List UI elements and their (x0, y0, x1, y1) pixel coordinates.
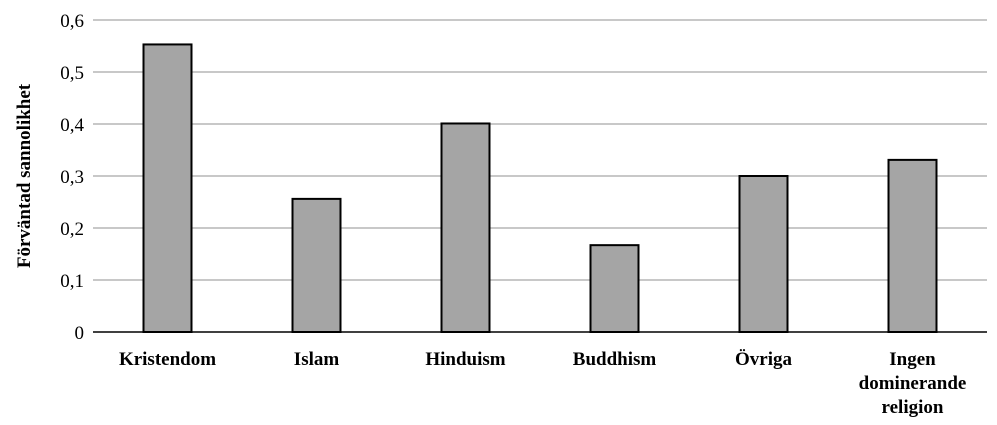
bar (291, 197, 342, 333)
y-tick-label: 0,3 (60, 167, 84, 188)
y-tick-label: 0 (75, 323, 85, 344)
y-tick-label: 0,4 (60, 115, 84, 136)
x-category-label: Ingen dominerande religion (859, 349, 967, 418)
x-category-label: Buddhism (573, 349, 657, 370)
bar (738, 175, 789, 333)
bar (440, 122, 491, 334)
bar (887, 158, 938, 333)
x-category-labels: Kristendom Islam Hinduism Buddhism Övriga Ing… (119, 349, 966, 418)
bar (589, 244, 640, 333)
y-tick-label: 0,6 (60, 11, 84, 32)
bars (142, 43, 938, 334)
x-category-label: Hinduism (425, 349, 505, 370)
x-category-label: Övriga (735, 349, 792, 370)
bar (142, 43, 193, 333)
gridlines (93, 19, 987, 281)
y-axis-title: Förväntad sannolikhet (14, 83, 35, 268)
y-tick-label: 0,2 (60, 219, 84, 240)
x-category-label: Kristendom (119, 349, 216, 370)
y-tick-labels: 0 0,1 0,2 0,3 0,4 0,5 0,6 (60, 11, 84, 344)
y-tick-label: 0,1 (60, 271, 84, 292)
x-category-label: Islam (294, 349, 340, 370)
y-tick-label: 0,5 (60, 63, 84, 84)
